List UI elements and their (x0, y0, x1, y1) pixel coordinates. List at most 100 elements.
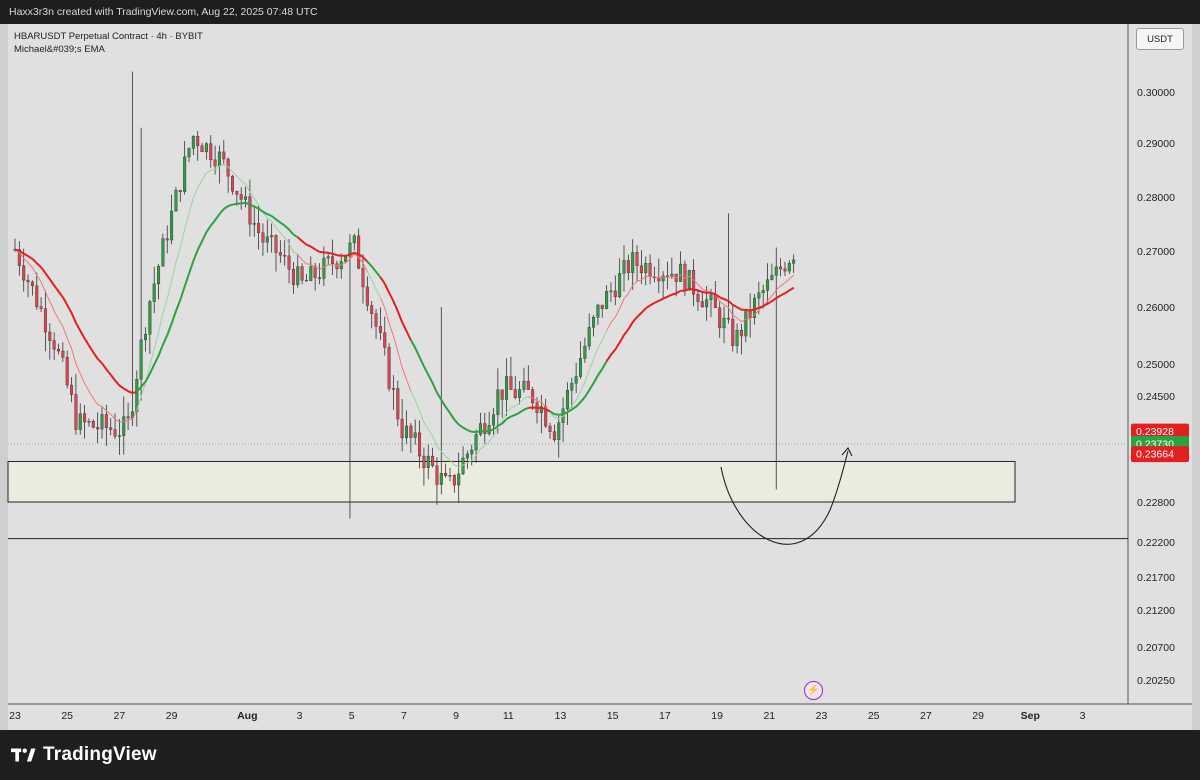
tradingview-mark-icon (11, 748, 36, 762)
candle-body (409, 425, 413, 438)
candle-body (783, 268, 787, 272)
candle-body (465, 453, 469, 459)
candle-body (222, 151, 226, 160)
candle-body (78, 413, 82, 430)
currency-badge[interactable]: USDT (1136, 28, 1184, 50)
candle-body (274, 235, 278, 253)
candle-body (96, 427, 100, 430)
candle-body (391, 388, 395, 390)
top-credit-bar: Haxx3r3n created with TradingView.com, A… (0, 0, 1200, 24)
candle-body (426, 455, 430, 468)
candle-body (296, 266, 300, 285)
candle-body (178, 190, 182, 192)
candle-body (757, 292, 761, 299)
tradingview-logo[interactable]: TradingView (11, 744, 157, 766)
candle-body (122, 416, 126, 436)
y-tick-label: 0.21700 (1137, 572, 1175, 584)
candle-body (287, 255, 291, 270)
y-tick-label: 0.27000 (1137, 246, 1175, 258)
x-tick-label: Aug (237, 710, 257, 722)
candle-body (230, 175, 234, 192)
candle-body (774, 266, 778, 276)
projection-arrowhead (841, 447, 853, 457)
ema-slow-line (136, 201, 608, 433)
candle-body (196, 136, 200, 147)
candle-body (91, 420, 95, 428)
candle-body (526, 380, 530, 390)
candle-body (257, 223, 261, 233)
candle-body (331, 256, 335, 265)
projection-curve (720, 450, 849, 545)
lightning-icon[interactable]: ⚡ (804, 681, 823, 700)
y-tick-label: 0.29000 (1137, 138, 1175, 150)
candle-body (696, 294, 700, 302)
candle-body (365, 286, 369, 306)
x-tick-label: 27 (114, 710, 126, 722)
candle-body (787, 263, 791, 272)
candle-body (431, 455, 435, 466)
chart-legend: HBARUSDT Perpetual Contract · 4h · BYBIT… (14, 30, 203, 56)
candle-body (644, 263, 648, 274)
candle-body (600, 304, 604, 309)
y-tick-label: 0.24500 (1137, 391, 1175, 403)
candle-body (43, 308, 47, 333)
candle-body (692, 269, 696, 295)
x-tick-label: 25 (61, 710, 73, 722)
plot-area (8, 24, 1128, 704)
candle-body (444, 472, 448, 477)
candle-body (65, 357, 69, 386)
candle-body (39, 306, 43, 309)
y-tick-label: 0.20250 (1137, 675, 1175, 687)
price-label-value: 0.23928 (1136, 426, 1174, 438)
credit-text: Haxx3r3n created with TradingView.com, A… (9, 6, 318, 18)
candle-body (174, 190, 178, 212)
candle-body (452, 475, 456, 486)
candle-body (626, 260, 630, 273)
candle-body (400, 418, 404, 439)
y-tick-label: 0.20700 (1137, 642, 1175, 654)
candle-body (674, 273, 678, 282)
candle-body (709, 294, 713, 300)
x-tick-label: Sep (1021, 710, 1040, 722)
candle-body (270, 235, 274, 238)
candle-body (478, 423, 482, 435)
candle-body (48, 331, 52, 341)
candle-body (361, 268, 365, 288)
candle-body (413, 432, 417, 438)
candle-body (35, 285, 39, 307)
candle-body (83, 413, 87, 423)
candle-body (235, 191, 239, 195)
candle-body (483, 423, 487, 434)
x-tick-label: 19 (711, 710, 723, 722)
candle-body (357, 235, 361, 269)
candle-body (87, 420, 91, 423)
indicator-title: Michael&#039;s EMA (14, 44, 105, 55)
candle-body (70, 384, 74, 395)
candle-body (265, 236, 269, 243)
candle-body (661, 275, 665, 282)
y-tick-label: 0.28000 (1137, 192, 1175, 204)
candle-body (579, 358, 583, 377)
y-tick-label: 0.22200 (1137, 537, 1175, 549)
candle-body (700, 301, 704, 308)
candle-body (52, 340, 56, 350)
candle-body (622, 260, 626, 274)
candle-body (104, 414, 108, 428)
candle-body (513, 389, 517, 399)
x-tick-label: 3 (1080, 710, 1086, 722)
candle-body (648, 263, 652, 278)
price-label-box (1131, 423, 1189, 440)
y-tick-label: 0.26000 (1137, 302, 1175, 314)
ema-fast-line (136, 164, 608, 468)
candle-body (439, 472, 443, 485)
candle-body (370, 305, 374, 314)
x-tick-label: 5 (349, 710, 355, 722)
x-tick-label: 23 (9, 710, 21, 722)
candle-body (509, 376, 513, 390)
candle-body (191, 136, 195, 149)
candle-body (505, 376, 509, 400)
y-tick-label: 0.21200 (1137, 605, 1175, 617)
candle-body (631, 252, 635, 273)
candle-body (117, 435, 121, 437)
